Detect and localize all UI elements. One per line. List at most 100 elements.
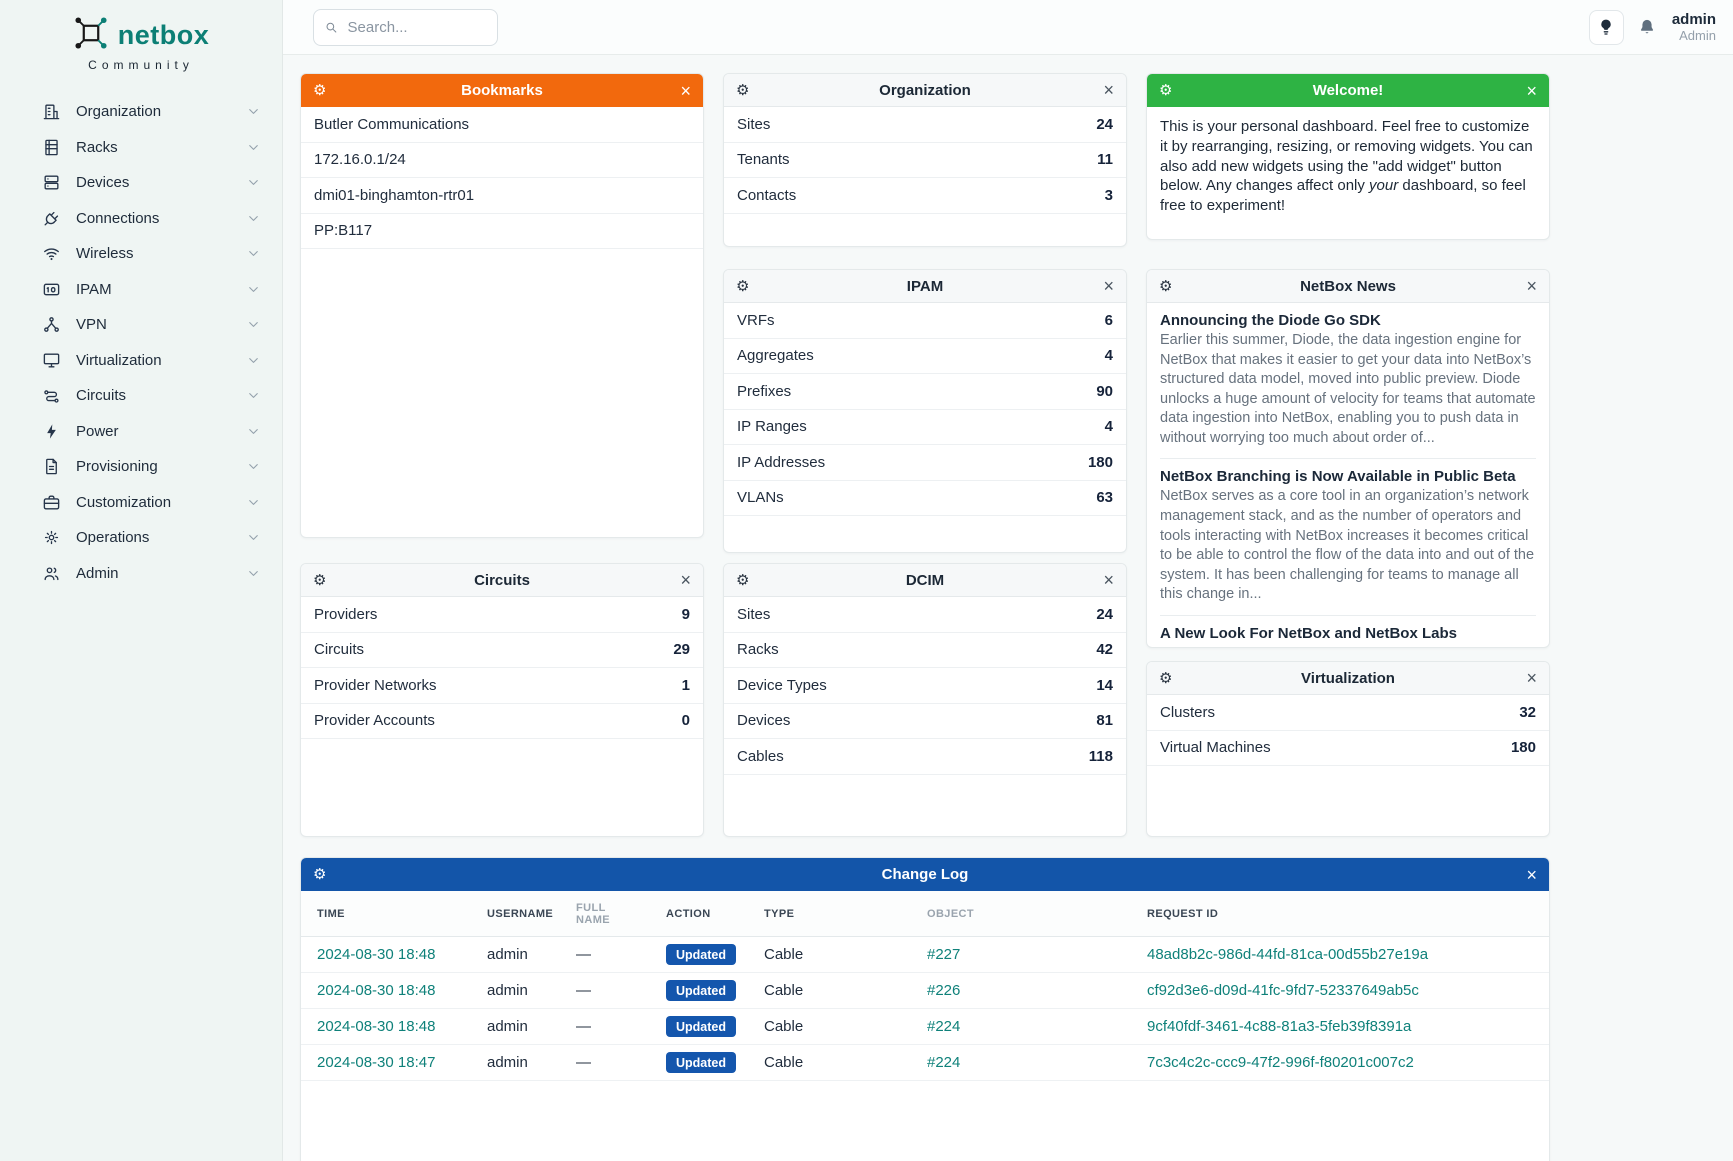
sidebar-item-admin[interactable]: Admin (0, 556, 282, 592)
changelog-request-id-link[interactable]: 7c3c4c2c-ccc9-47f2-996f-f80201c007c2 (1147, 1054, 1414, 1071)
sidebar-item-power[interactable]: Power (0, 414, 282, 450)
gear-icon: ⚙ (1159, 82, 1173, 99)
stat-row[interactable]: Sites 24 (724, 107, 1126, 143)
sidebar-item-organization[interactable]: Organization (0, 94, 282, 130)
chevron-down-icon (246, 424, 261, 439)
widget-close-button[interactable]: × (1524, 864, 1539, 886)
changelog-time-link[interactable]: 2024-08-30 18:48 (317, 1018, 436, 1035)
widget-config-button[interactable]: ⚙ (311, 571, 328, 590)
changelog-time-link[interactable]: 2024-08-30 18:48 (317, 982, 436, 999)
widget-config-button[interactable]: ⚙ (311, 81, 328, 100)
sidebar-item-connections[interactable]: Connections (0, 201, 282, 237)
bookmark-link[interactable]: 172.16.0.1/24 (301, 143, 703, 178)
brand-subtitle: Community (88, 58, 194, 72)
widget-close-button[interactable]: × (678, 80, 693, 102)
widget-close-button[interactable]: × (1524, 667, 1539, 689)
col-header-type[interactable]: TYPE (748, 891, 911, 937)
notifications-button[interactable] (1637, 17, 1657, 37)
changelog-object-link[interactable]: #226 (927, 982, 961, 999)
search-input[interactable] (347, 18, 487, 36)
sidebar-item-provisioning[interactable]: Provisioning (0, 449, 282, 485)
brand[interactable]: netbox Community (0, 10, 282, 74)
stat-row[interactable]: Racks 42 (724, 633, 1126, 668)
widget-circuits: ⚙ Circuits × Providers 9 (300, 563, 704, 837)
stat-row[interactable]: IP Ranges 4 (724, 410, 1126, 445)
widget-config-button[interactable]: ⚙ (1157, 277, 1174, 296)
news-article-link[interactable]: Announcing the Diode Go SDK (1160, 312, 1381, 329)
stat-row[interactable]: Provider Networks 1 (301, 668, 703, 704)
stat-row[interactable]: Aggregates 4 (724, 339, 1126, 374)
stat-row[interactable]: Provider Accounts 0 (301, 704, 703, 739)
changelog-object-link[interactable]: #224 (927, 1054, 961, 1071)
changelog-object-link[interactable]: #224 (927, 1018, 961, 1035)
sidebar-item-vpn[interactable]: VPN (0, 307, 282, 343)
bookmark-link[interactable]: Butler Communications (301, 107, 703, 143)
stat-row[interactable]: Cables 118 (724, 739, 1126, 775)
stat-label: Aggregates (737, 347, 814, 365)
stat-row[interactable]: Devices 81 (724, 704, 1126, 739)
widget-close-button[interactable]: × (678, 569, 693, 591)
stat-row[interactable]: Contacts 3 (724, 178, 1126, 214)
widget-config-button[interactable]: ⚙ (1157, 81, 1174, 100)
main-area: admin Admin ⚙ Bookmarks × Butler Comm (283, 0, 1733, 1161)
news-article-link[interactable]: NetBox Branching is Now Available in Pub… (1160, 468, 1516, 486)
stat-list: VRFs 6 Aggregates 4 Prefixes 90 (724, 303, 1126, 516)
sidebar-item-operations[interactable]: Operations (0, 520, 282, 556)
widget-header: ⚙ IPAM × (724, 270, 1126, 303)
bookmark-link[interactable]: PP:B117 (301, 214, 703, 249)
stat-row[interactable]: Virtual Machines 180 (1147, 731, 1549, 766)
widget-config-button[interactable]: ⚙ (734, 277, 751, 296)
stat-row[interactable]: Device Types 14 (724, 668, 1126, 704)
col-header-time[interactable]: TIME (301, 891, 471, 937)
bookmark-link[interactable]: dmi01-binghamton-rtr01 (301, 178, 703, 214)
col-header-request-id[interactable]: REQUEST ID (1131, 891, 1549, 937)
widget-close-button[interactable]: × (1524, 80, 1539, 102)
stat-row[interactable]: Prefixes 90 (724, 374, 1126, 410)
widget-close-button[interactable]: × (1524, 275, 1539, 297)
widget-config-button[interactable]: ⚙ (311, 865, 328, 884)
news-article-link[interactable]: A New Look For NetBox and NetBox Labs (1160, 624, 1457, 642)
stat-row[interactable]: Clusters 32 (1147, 695, 1549, 731)
changelog-object-link[interactable]: #227 (927, 946, 961, 963)
widget-config-button[interactable]: ⚙ (734, 81, 751, 100)
stat-row[interactable]: IP Addresses 180 (724, 445, 1126, 481)
col-header-action[interactable]: ACTION (650, 891, 748, 937)
changelog-time-link[interactable]: 2024-08-30 18:48 (317, 946, 436, 963)
stat-row[interactable]: Circuits 29 (301, 633, 703, 668)
stat-value: 118 (1088, 747, 1113, 765)
user-menu[interactable]: admin Admin (1672, 11, 1716, 43)
sidebar-item-ipam[interactable]: IPAM (0, 272, 282, 308)
changelog-time-link[interactable]: 2024-08-30 18:47 (317, 1054, 436, 1071)
changelog-request-id-link[interactable]: cf92d3e6-d09d-41fc-9fd7-52337649ab5c (1147, 982, 1419, 999)
sidebar-item-customization[interactable]: Customization (0, 485, 282, 521)
sidebar-item-devices[interactable]: Devices (0, 165, 282, 201)
chevron-down-icon (246, 566, 261, 581)
welcome-text-italic: your (1369, 177, 1399, 195)
changelog-table: TIME USERNAME FULL NAME ACTION TYPE OBJE… (301, 891, 1549, 1081)
widget-close-button[interactable]: × (1101, 569, 1116, 591)
dark-mode-toggle-button[interactable] (1588, 9, 1624, 45)
widget-close-button[interactable]: × (1101, 275, 1116, 297)
stat-row[interactable]: Sites 24 (724, 597, 1126, 633)
stat-row[interactable]: Providers 9 (301, 597, 703, 633)
gear-icon: ⚙ (313, 82, 327, 99)
stat-row[interactable]: Tenants 11 (724, 143, 1126, 178)
stat-list: Sites 24 Tenants 11 Contacts 3 (724, 107, 1126, 214)
gear-icon: ⚙ (736, 277, 750, 295)
sidebar-item-racks[interactable]: Racks (0, 130, 282, 166)
widget-config-button[interactable]: ⚙ (734, 571, 751, 590)
col-header-username[interactable]: USERNAME (471, 891, 560, 937)
sidebar-item-circuits[interactable]: Circuits (0, 378, 282, 414)
widget-config-button[interactable]: ⚙ (1157, 669, 1174, 688)
briefcase-icon (42, 492, 62, 512)
widget-title: Bookmarks (461, 82, 543, 99)
widget-close-button[interactable]: × (1101, 79, 1116, 101)
changelog-request-id-link[interactable]: 48ad8b2c-986d-44fd-81ca-00d55b27e19a (1147, 946, 1429, 963)
stat-row[interactable]: VRFs 6 (724, 303, 1126, 339)
sidebar-item-wireless[interactable]: Wireless (0, 236, 282, 272)
stat-row[interactable]: VLANs 63 (724, 481, 1126, 516)
sidebar-item-virtualization[interactable]: Virtualization (0, 343, 282, 379)
changelog-request-id-link[interactable]: 9cf40fdf-3461-4c88-81a3-5feb39f8391a (1147, 1018, 1412, 1035)
plug-icon (42, 208, 62, 228)
widget-dcim: ⚙ DCIM × Sites 24 Racks (723, 563, 1127, 837)
